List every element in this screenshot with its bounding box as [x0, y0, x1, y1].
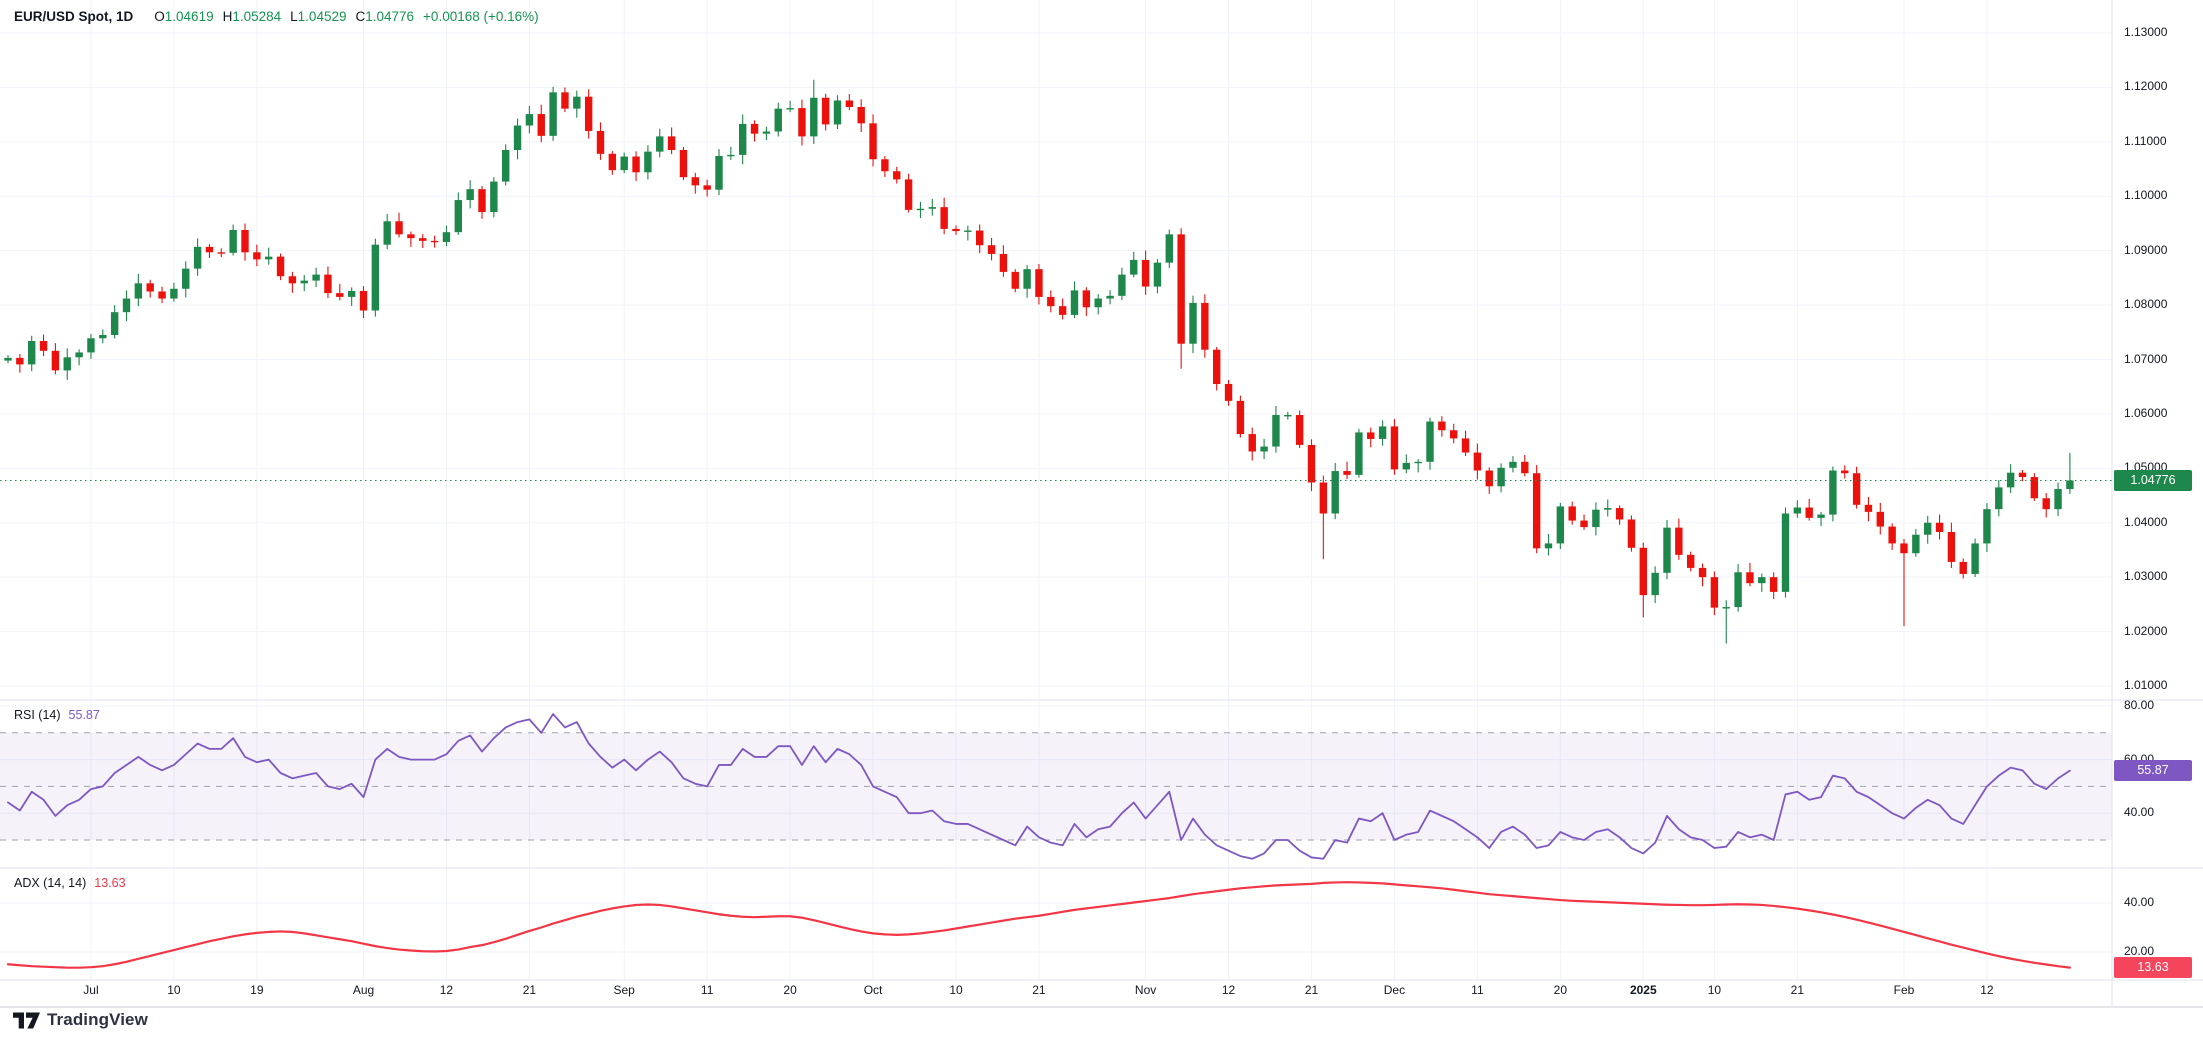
time-tick-label: 21: [522, 983, 537, 997]
adx-value: 13.63: [94, 876, 126, 890]
adx-tick-label: 40.00: [2124, 895, 2155, 909]
time-tick-label: 11: [700, 983, 714, 997]
time-tick-label: 20: [1553, 983, 1568, 997]
change-value: +0.00168 (+0.16%): [423, 9, 539, 24]
time-tick-label: 12: [439, 983, 454, 997]
price-tick-label: 1.03000: [2124, 569, 2168, 584]
high-label: H: [222, 9, 233, 24]
time-tick-label: 11: [1471, 983, 1484, 997]
price-tick-label: 1.01000: [2124, 678, 2168, 692]
time-tick-label: 10: [1707, 983, 1722, 997]
time-tick-label: Feb: [1893, 983, 1915, 997]
time-tick-label: 20: [783, 983, 797, 997]
tradingview-logo-icon: [13, 1012, 40, 1028]
adx-line: [6, 881, 2071, 969]
time-tick-label: Jul: [83, 983, 99, 997]
rsi-line: [7, 713, 2071, 860]
time-tick-label: 12: [1221, 983, 1236, 997]
adx-value-badge: 13.63: [2114, 957, 2192, 979]
rsi-value-badge: 55.87: [2114, 760, 2192, 782]
time-tick-label: 21: [1304, 983, 1319, 997]
price-tick-label: 1.10000: [2124, 188, 2168, 203]
close-value: 1.04776: [365, 9, 415, 24]
rsi-tick-label: 40.00: [2124, 805, 2155, 820]
rsi-value: 55.87: [68, 708, 100, 722]
adx-tick-label: 20.00: [2124, 944, 2155, 958]
time-tick-label: Oct: [863, 983, 883, 997]
close-label: C: [355, 9, 366, 24]
time-tick-label: Aug: [352, 983, 375, 997]
price-tick-label: 1.12000: [2124, 79, 2168, 94]
price-tick-label: 1.09000: [2124, 242, 2168, 257]
time-tick-label: 2025: [1629, 983, 1657, 997]
current-price-badge: 1.04776: [2114, 470, 2192, 492]
price-tick-label: 1.04000: [2124, 514, 2168, 529]
adx-pane-legend[interactable]: ADX (14, 14) 13.63: [14, 876, 126, 890]
symbol-title[interactable]: EUR/USD Spot, 1D: [14, 9, 134, 24]
open-label: O: [154, 9, 165, 24]
symbol-header[interactable]: EUR/USD Spot, 1D O1.04619 H1.05284 L1.04529…: [14, 7, 539, 27]
time-tick-label: 10: [949, 983, 963, 997]
candlestick-series[interactable]: [4, 79, 2074, 644]
price-tick-label: 1.08000: [2124, 297, 2168, 312]
price-tick-label: 1.06000: [2124, 405, 2168, 420]
rsi-title[interactable]: RSI (14): [14, 708, 61, 722]
price-tick-label: 1.07000: [2124, 351, 2168, 366]
time-tick-label: 19: [250, 983, 264, 997]
price-tick-label: 1.02000: [2124, 623, 2168, 638]
time-tick-label: Sep: [613, 983, 635, 997]
high-value: 1.05284: [232, 9, 282, 24]
time-tick-label: 12: [1980, 983, 1994, 997]
time-tick-label: 10: [167, 983, 181, 997]
low-label: L: [290, 9, 298, 24]
price-tick-label: 1.11000: [2124, 133, 2167, 148]
tradingview-watermark[interactable]: TradingView: [13, 1010, 148, 1030]
open-value: 1.04619: [164, 9, 214, 24]
price-tick-label: 1.13000: [2124, 25, 2168, 39]
time-tick-label: 21: [1790, 983, 1805, 997]
rsi-tick-label: 80.00: [2124, 698, 2155, 712]
time-tick-label: Nov: [1134, 983, 1157, 997]
time-tick-label: 21: [1032, 983, 1046, 997]
tradingview-label: TradingView: [47, 1010, 148, 1029]
time-tick-label: Dec: [1383, 983, 1406, 997]
low-value: 1.04529: [297, 9, 347, 24]
rsi-pane-legend[interactable]: RSI (14) 55.87: [14, 708, 100, 722]
adx-title[interactable]: ADX (14, 14): [14, 876, 87, 890]
